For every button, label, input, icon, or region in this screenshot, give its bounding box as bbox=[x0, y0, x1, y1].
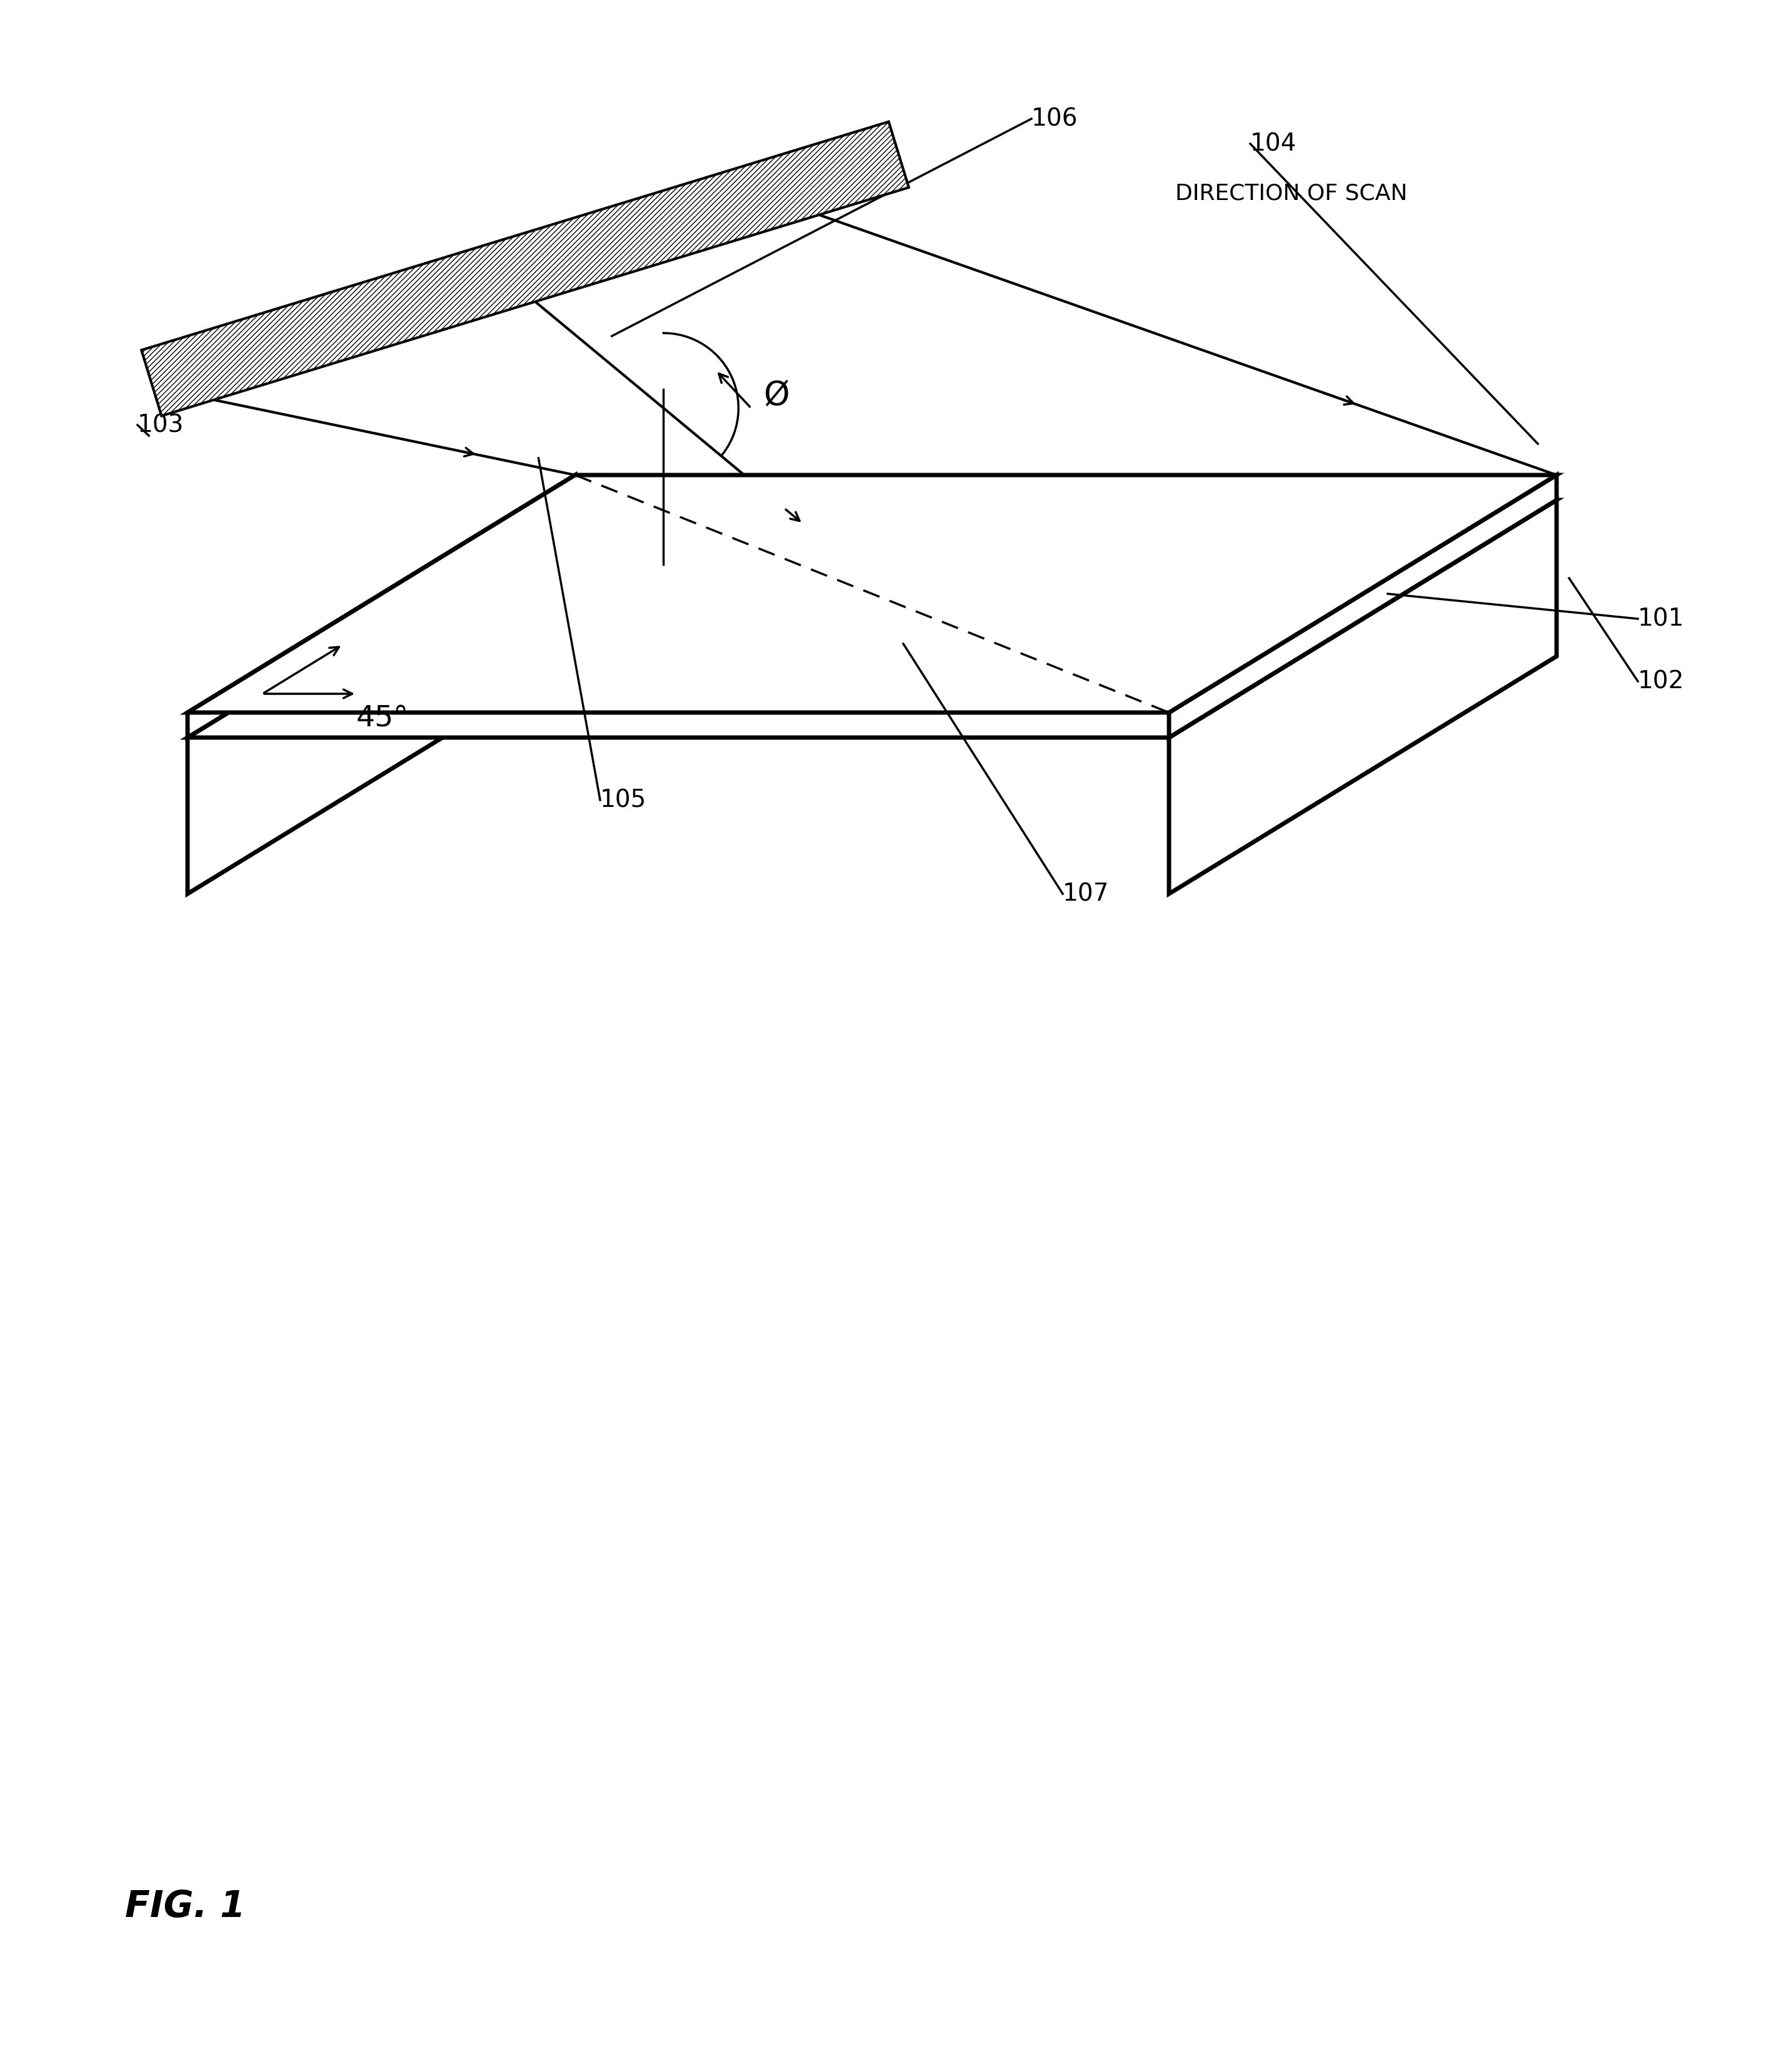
Polygon shape bbox=[1170, 474, 1556, 738]
Text: 103: 103 bbox=[138, 412, 184, 437]
Polygon shape bbox=[188, 499, 575, 893]
Text: 105: 105 bbox=[600, 787, 647, 812]
Text: 107: 107 bbox=[1062, 883, 1109, 905]
Text: FIG. 1: FIG. 1 bbox=[125, 1888, 245, 1925]
Text: Ø: Ø bbox=[763, 379, 790, 412]
Polygon shape bbox=[188, 499, 1556, 738]
Text: 45°: 45° bbox=[356, 704, 408, 733]
Polygon shape bbox=[1170, 499, 1556, 893]
Polygon shape bbox=[188, 474, 1556, 713]
Polygon shape bbox=[141, 122, 908, 416]
Polygon shape bbox=[188, 474, 575, 738]
Text: 101: 101 bbox=[1637, 607, 1684, 630]
Text: DIRECTION OF SCAN: DIRECTION OF SCAN bbox=[1175, 182, 1408, 205]
Text: 104: 104 bbox=[1250, 133, 1297, 155]
Text: 102: 102 bbox=[1637, 669, 1684, 694]
Text: 106: 106 bbox=[1032, 108, 1078, 131]
